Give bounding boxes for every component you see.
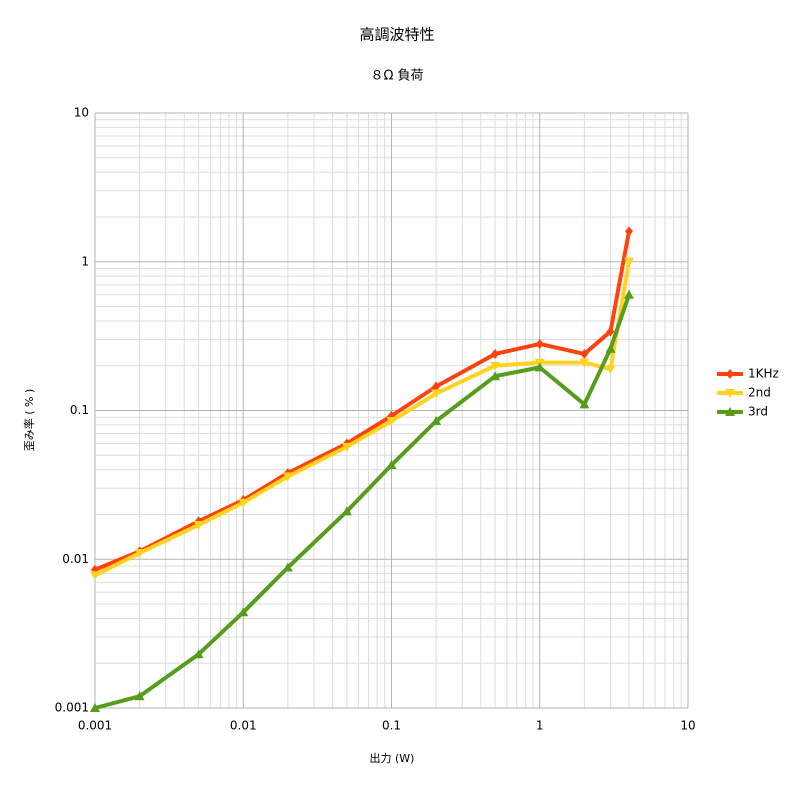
data-point xyxy=(432,381,441,392)
data-point xyxy=(606,326,615,337)
data-point xyxy=(579,358,590,368)
data-point xyxy=(624,289,635,299)
y-tick-label: 0.01 xyxy=(62,552,89,566)
data-point xyxy=(580,348,589,359)
data-point xyxy=(193,520,204,530)
data-point xyxy=(386,416,397,426)
data-point xyxy=(134,549,145,559)
data-point xyxy=(534,362,545,372)
data-point xyxy=(605,343,616,353)
legend-label: 3rd xyxy=(748,405,768,419)
data-point xyxy=(341,442,352,452)
data-point xyxy=(431,415,442,425)
data-point xyxy=(726,369,734,379)
x-tick-label: 10 xyxy=(680,719,695,733)
data-point xyxy=(193,649,204,659)
data-point xyxy=(90,703,100,712)
data-point xyxy=(624,257,635,267)
data-point xyxy=(386,460,397,470)
chart-subtitle: ８Ω 負荷 xyxy=(370,69,423,84)
y-tick-label: 10 xyxy=(74,106,89,120)
x-tick-label: 0.1 xyxy=(382,719,401,733)
series-line xyxy=(94,231,631,572)
data-point xyxy=(431,389,442,399)
data-point xyxy=(491,348,500,359)
data-point xyxy=(605,365,616,375)
series-line xyxy=(94,294,631,710)
data-point xyxy=(725,389,735,398)
x-tick-label: 0.001 xyxy=(78,719,112,733)
y-tick-label: 1 xyxy=(81,254,89,268)
data-point xyxy=(625,226,634,237)
series-line xyxy=(94,261,631,578)
data-point xyxy=(238,607,249,617)
legend-label: 2nd xyxy=(748,386,771,400)
x-tick-label: 0.01 xyxy=(230,719,257,733)
data-point xyxy=(579,399,590,409)
x-axis-label: 出力 (W) xyxy=(370,751,415,765)
y-tick-label: 0.1 xyxy=(70,403,89,417)
data-point xyxy=(490,361,501,371)
chart-title: 高調波特性 xyxy=(359,26,434,44)
data-point xyxy=(90,571,100,581)
data-point xyxy=(134,691,145,701)
data-point xyxy=(725,407,735,416)
y-axis-label: 歪み率 ( % ) xyxy=(22,389,36,452)
data-point xyxy=(535,338,544,349)
x-tick-label: 1 xyxy=(536,719,544,733)
data-point xyxy=(341,506,352,516)
data-point xyxy=(490,371,501,381)
data-point xyxy=(282,562,293,572)
y-tick-label: 0.001 xyxy=(55,701,89,715)
data-point xyxy=(238,498,249,508)
data-point xyxy=(282,472,293,482)
legend-label: 1KHz xyxy=(748,367,779,381)
